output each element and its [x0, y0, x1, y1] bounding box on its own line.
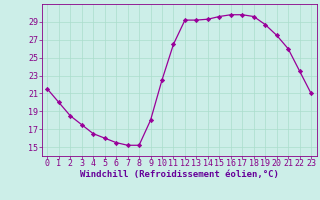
- X-axis label: Windchill (Refroidissement éolien,°C): Windchill (Refroidissement éolien,°C): [80, 170, 279, 179]
